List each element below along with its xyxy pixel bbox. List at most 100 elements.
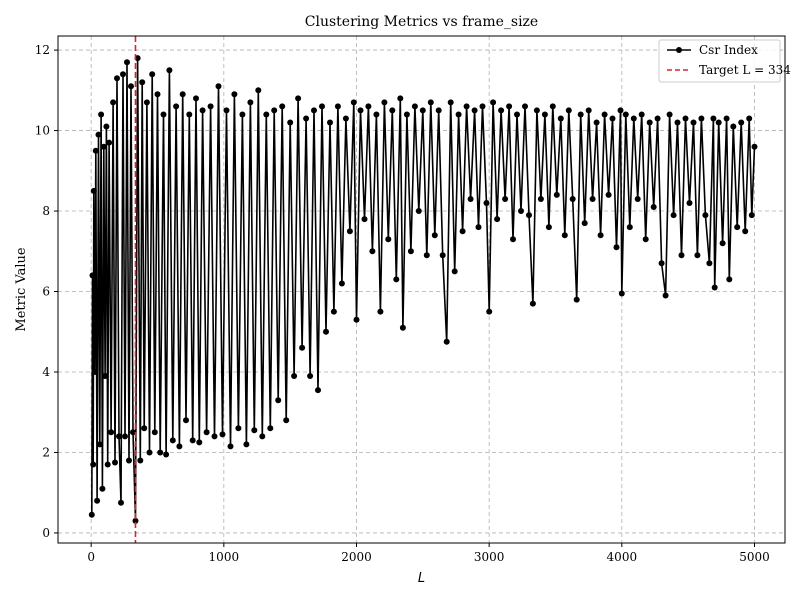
y-axis: 0 2 4 6 8 10 12 [35, 43, 58, 540]
data-point [291, 373, 298, 379]
y-tick-label: 10 [35, 124, 50, 138]
data-point [710, 115, 717, 122]
legend-marker-csr-index [676, 47, 682, 53]
data-point [419, 107, 426, 114]
data-point [169, 437, 176, 444]
data-point [271, 107, 278, 114]
data-point [561, 232, 568, 239]
data-point [557, 115, 564, 122]
data-point [263, 111, 270, 118]
data-point [626, 224, 633, 231]
data-point [650, 204, 657, 210]
data-point [471, 107, 478, 114]
data-point [698, 115, 705, 122]
y-tick-label: 4 [42, 365, 50, 379]
data-point [342, 115, 349, 122]
data-point [734, 224, 741, 231]
data-point [106, 139, 113, 146]
data-point [160, 111, 167, 118]
data-point [235, 425, 242, 432]
data-point [211, 433, 218, 440]
data-point [711, 284, 718, 291]
data-point [88, 511, 95, 518]
data-point [89, 272, 96, 279]
data-point [518, 208, 524, 214]
data-point [514, 111, 520, 118]
data-point [243, 441, 250, 448]
data-point [126, 457, 132, 464]
data-point [670, 212, 677, 219]
plot-area [88, 36, 758, 543]
data-point [467, 196, 474, 202]
data-point [223, 107, 230, 114]
data-point [415, 208, 422, 214]
data-point [373, 111, 380, 118]
data-point [443, 338, 450, 345]
data-point [146, 449, 153, 456]
data-point [407, 248, 414, 255]
data-point [199, 107, 206, 114]
data-point [239, 111, 246, 118]
x-tick-label: 3000 [474, 550, 505, 564]
legend-label-csr-index: Csr Index [699, 43, 758, 57]
data-point [139, 79, 146, 86]
data-point [459, 228, 466, 235]
data-point [451, 268, 458, 275]
data-point [334, 103, 341, 110]
data-point [605, 191, 612, 198]
data-point [157, 449, 164, 456]
data-point [189, 437, 196, 444]
data-point [389, 107, 396, 114]
data-point [569, 196, 576, 202]
x-axis-label: L [418, 571, 425, 586]
data-point [483, 200, 490, 206]
data-point [630, 115, 637, 122]
data-point [642, 236, 649, 243]
data-point [279, 103, 286, 110]
data-point [207, 103, 214, 110]
data-point [114, 75, 120, 82]
data-point [186, 111, 193, 118]
data-point [95, 131, 102, 138]
data-point [526, 212, 532, 219]
data-point [100, 143, 107, 150]
data-point [393, 276, 400, 283]
data-point [678, 252, 685, 259]
data-point [215, 83, 222, 90]
data-point [506, 103, 513, 110]
data-point [403, 111, 410, 118]
x-axis: 0 1000 2000 3000 4000 5000 [87, 543, 770, 564]
data-point [361, 216, 368, 223]
data-point [96, 441, 103, 448]
data-point [176, 443, 183, 450]
data-point [658, 260, 665, 267]
data-point [353, 316, 360, 323]
data-point [193, 95, 199, 102]
data-point [247, 99, 254, 106]
x-tick-label: 1000 [209, 550, 240, 564]
data-point [357, 107, 364, 114]
data-point [423, 252, 430, 259]
data-point [303, 115, 310, 122]
data-point [137, 457, 144, 464]
data-point [666, 111, 673, 118]
data-point [327, 119, 333, 126]
y-tick-label: 2 [42, 445, 50, 459]
data-point [330, 308, 337, 315]
legend: Csr Index Target L = 334 [658, 39, 791, 83]
data-point [573, 296, 580, 303]
data-point [565, 107, 572, 114]
data-point [617, 107, 624, 114]
data-point [338, 280, 345, 287]
data-point [682, 115, 689, 122]
data-point [287, 119, 294, 126]
data-point [581, 220, 588, 227]
data-point [427, 99, 434, 106]
x-tick-label: 2000 [341, 550, 372, 564]
data-point [435, 107, 442, 114]
data-point [494, 216, 501, 223]
data-point [498, 107, 505, 114]
data-point [350, 99, 357, 106]
data-point [91, 369, 98, 375]
